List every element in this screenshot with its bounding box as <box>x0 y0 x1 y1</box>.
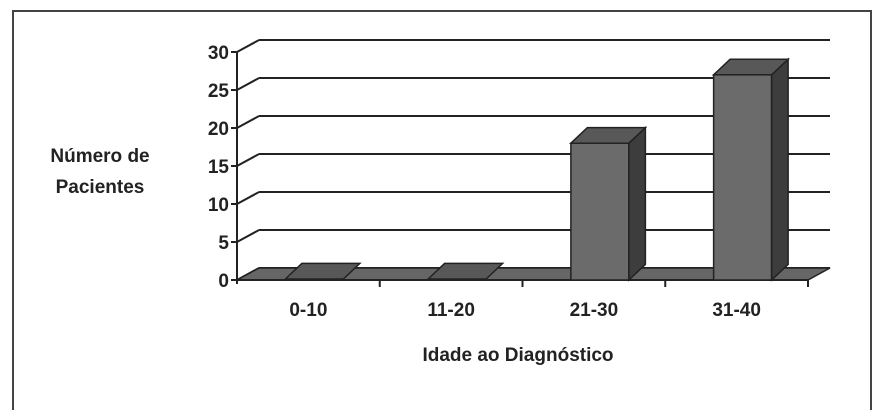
bar-chart: 0 5 10 15 20 25 30 0-10 11-20 21-30 31-40 Número d… <box>50 39 831 366</box>
y-axis-label-line-2: Pacientes <box>56 177 145 198</box>
y-tick-label: 20 <box>208 119 229 140</box>
x-category-label: 11-20 <box>427 300 475 321</box>
bar-top <box>426 262 505 280</box>
x-category-label: 0-10 <box>289 300 327 321</box>
gridline-connector <box>236 77 260 91</box>
bar-side <box>628 125 647 282</box>
gridline-connector <box>236 115 260 129</box>
bar-top <box>711 58 791 76</box>
bar-front <box>570 142 630 281</box>
y-tick-label: 10 <box>208 195 229 216</box>
x-axis-label: Idade ao Diagnóstico <box>422 345 613 366</box>
y-tick-label: 0 <box>218 271 229 292</box>
gridline-connector <box>236 153 260 167</box>
bar-side <box>770 57 789 282</box>
axes <box>231 51 809 287</box>
bar-11-20 <box>426 262 505 280</box>
gridline-connector <box>236 229 260 243</box>
gridline-connector <box>236 39 260 53</box>
chart-frame <box>12 10 872 410</box>
x-category-label: 21-30 <box>570 300 619 321</box>
bar-top <box>568 126 648 144</box>
bar-31-40 <box>711 57 791 282</box>
gridline-connector <box>236 191 260 205</box>
labels: 0 5 10 15 20 25 30 0-10 11-20 21-30 31-40 <box>208 43 761 321</box>
y-tick-label: 25 <box>208 81 230 102</box>
bar-21-30 <box>568 125 648 282</box>
y-tick-label: 30 <box>208 43 229 64</box>
y-axis-label-line-1: Número de <box>50 146 149 167</box>
y-tick-label: 5 <box>218 233 229 254</box>
bar-front <box>712 74 773 281</box>
bar-top <box>283 262 362 280</box>
x-category-label: 31-40 <box>712 300 761 321</box>
bar-0-10 <box>283 262 362 280</box>
bars <box>283 57 791 282</box>
y-tick-label: 15 <box>208 157 230 178</box>
